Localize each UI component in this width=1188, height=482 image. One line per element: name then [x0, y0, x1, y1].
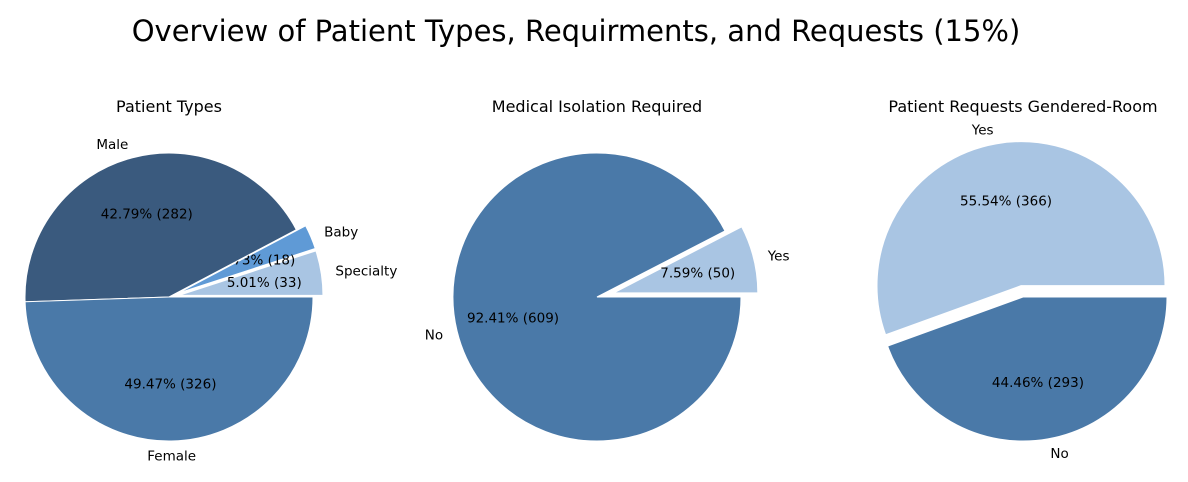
pie-slice-no: [452, 152, 742, 442]
slice-percent-no: 44.46% (293): [992, 375, 1084, 391]
pie-title: Medical Isolation Required: [492, 97, 702, 116]
slice-label-no: No: [425, 327, 443, 343]
slice-percent-no: 92.41% (609): [467, 310, 559, 326]
slice-label-yes: Yes: [971, 123, 994, 139]
pie-slice-yes: [876, 141, 1166, 336]
pie-slice-baby: [178, 225, 316, 294]
slice-percent-specialty: 5.01% (33): [227, 275, 302, 291]
pie-slice-male: [24, 152, 297, 303]
pie-slice-female: [24, 296, 314, 442]
slice-percent-yes: 7.59% (50): [660, 266, 735, 282]
slice-percent-male: 42.79% (282): [101, 206, 193, 222]
slice-label-baby: Baby: [324, 224, 358, 240]
slice-label-female: Female: [147, 448, 196, 464]
slice-label-yes: Yes: [767, 249, 790, 265]
pie-chart-medical-isolation: Medical Isolation Required Yes 7.59% (50) N…: [425, 97, 790, 442]
figure-title: Overview of Patient Types, Requirments, …: [131, 14, 1021, 48]
pie-slice-no: [886, 296, 1168, 442]
slice-percent-female: 49.47% (326): [124, 376, 216, 392]
pie-title: Patient Requests Gendered-Room: [888, 97, 1157, 116]
slice-label-male: Male: [96, 137, 128, 153]
slice-percent-yes: 55.54% (366): [960, 194, 1052, 210]
pie-chart-gendered-room: Patient Requests Gendered-Room Yes 55.54% …: [876, 97, 1168, 462]
pie-title: Patient Types: [116, 97, 222, 116]
slice-label-specialty: Specialty: [335, 264, 397, 280]
pie-slice-specialty: [178, 250, 324, 296]
slice-label-no: No: [1050, 446, 1068, 462]
pie-slice-yes: [613, 226, 759, 294]
